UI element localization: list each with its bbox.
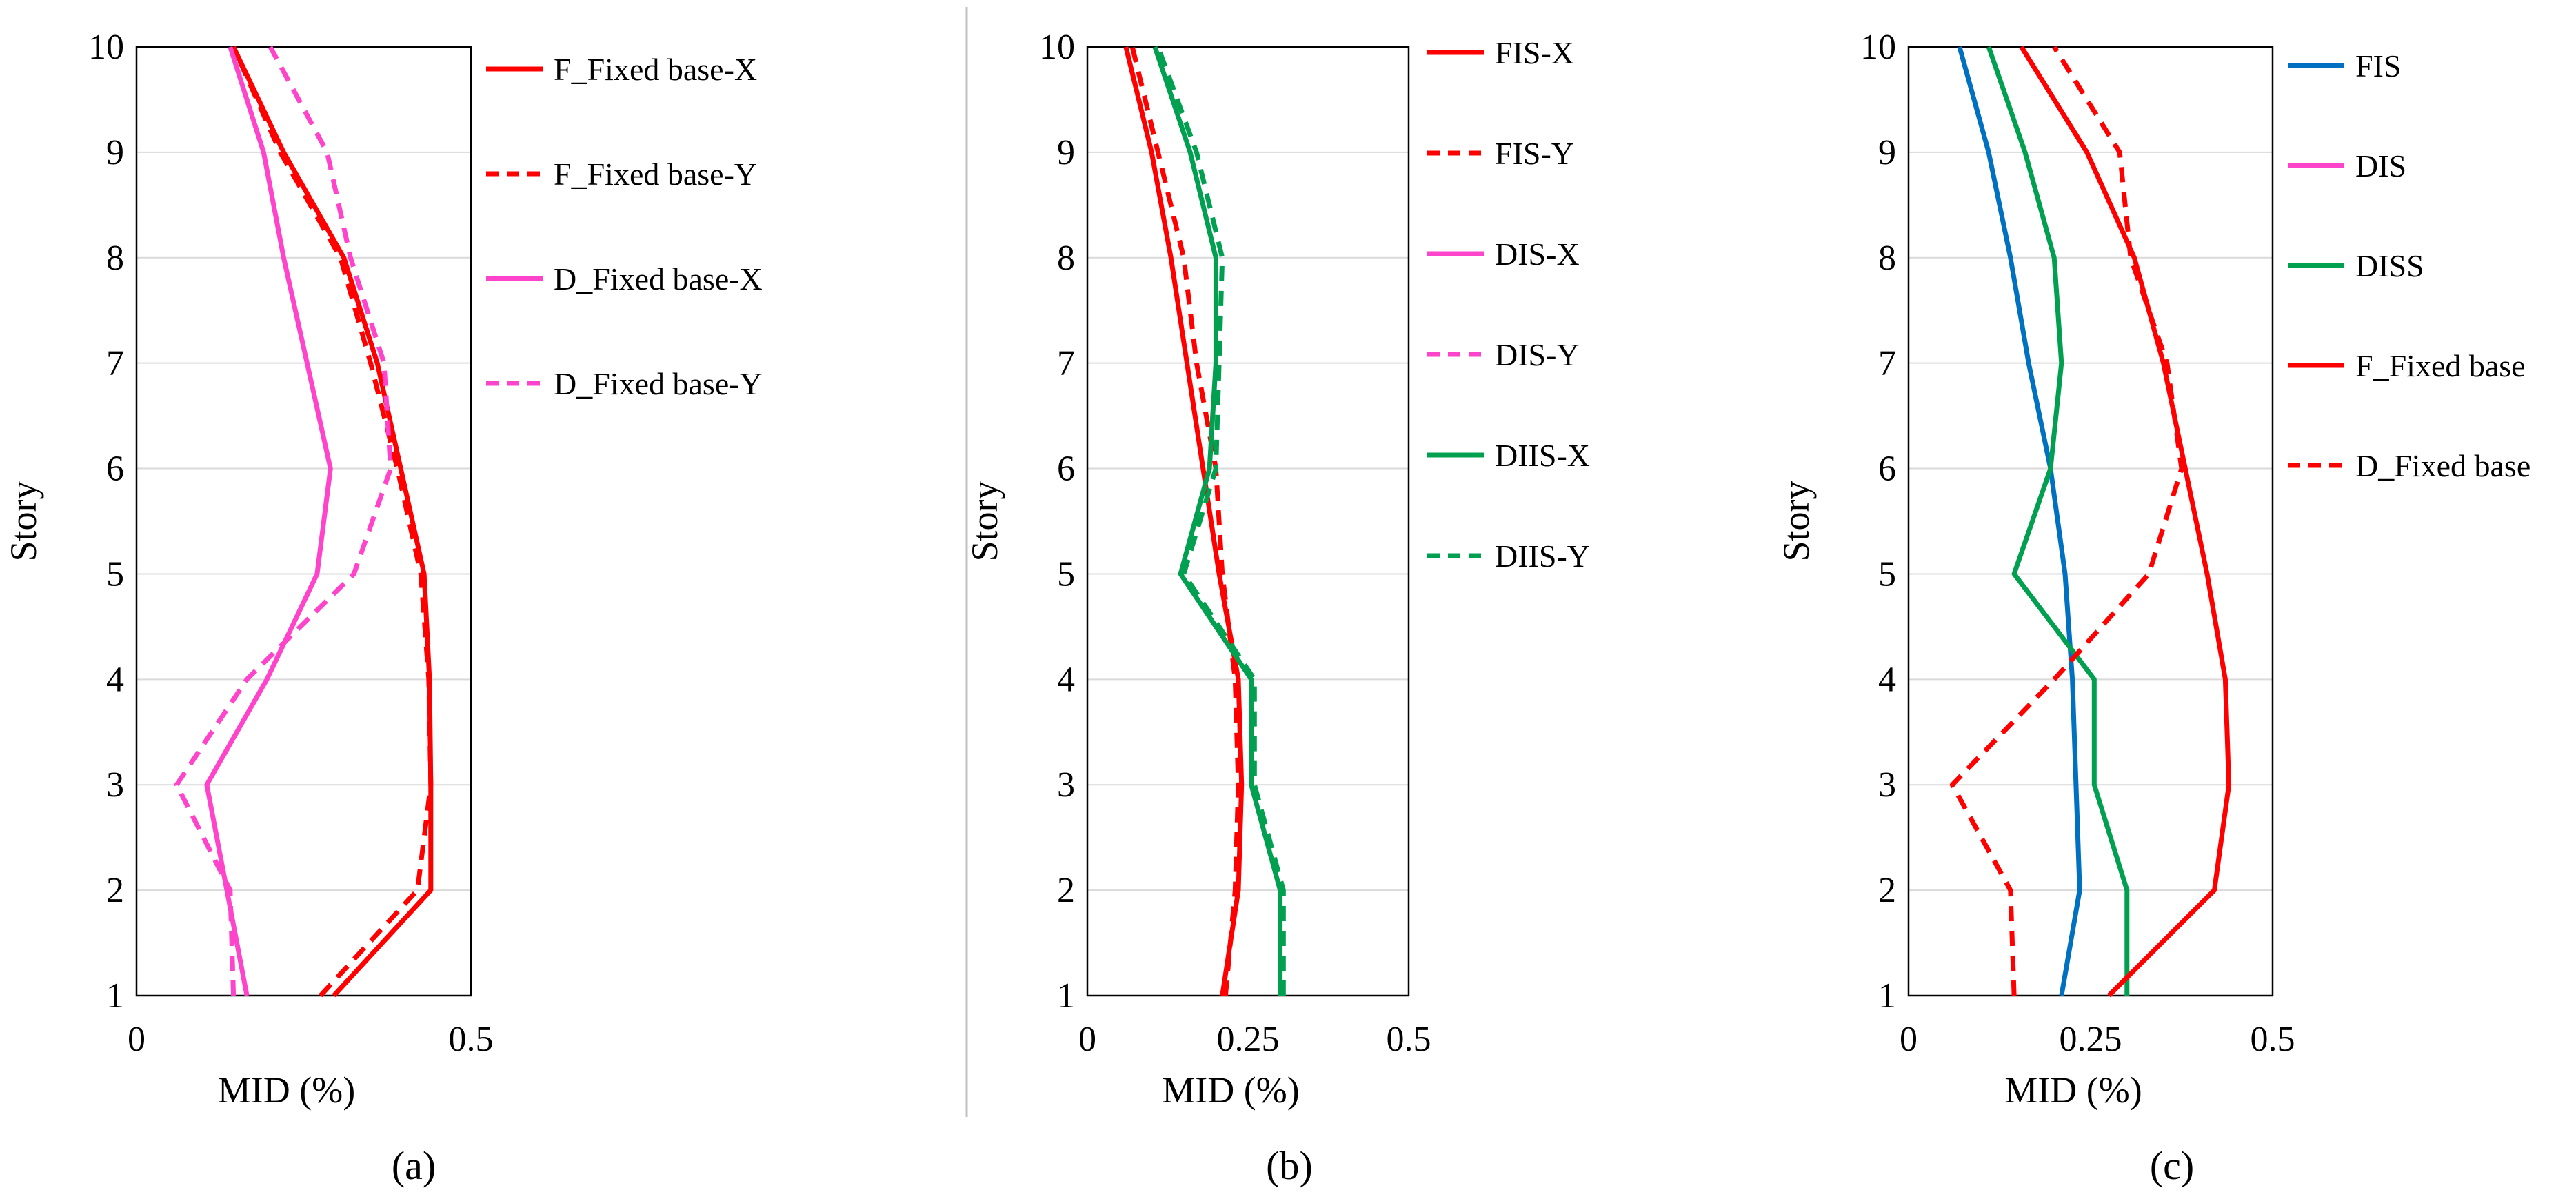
- y-tick-label: 4: [106, 660, 124, 699]
- chart-panel-2: 1 2 3 4 5 6 7 8 9 10 0 0.25 0.5 MID (%) Story (b) FIS-X F…: [964, 28, 1590, 1188]
- chart-panel-3: 1 2 3 4 5 6 7 8 9 10 0 0.25 0.5 MID (%) Story (c) FIS DIS…: [1775, 28, 2530, 1188]
- y-tick-label: 2: [1878, 871, 1896, 910]
- legend-label: DIS-Y: [1495, 337, 1580, 372]
- x-tick-label: 0.5: [449, 1020, 494, 1059]
- legend-label: D_Fixed base-Y: [554, 366, 763, 401]
- x-tick-label: 0: [1078, 1020, 1096, 1059]
- legend-label: DISS: [2355, 248, 2424, 283]
- y-tick-label: 5: [1878, 554, 1896, 594]
- series-line: [231, 46, 434, 998]
- x-axis-title: MID (%): [2004, 1069, 2142, 1111]
- y-tick-label: 5: [1057, 554, 1075, 594]
- x-tick-label: 0.5: [1387, 1020, 1431, 1059]
- y-tick-label: 1: [1057, 976, 1075, 1016]
- x-axis-title: MID (%): [218, 1069, 355, 1111]
- y-tick-label: 7: [1878, 344, 1896, 383]
- x-tick-label: 0.25: [1217, 1020, 1280, 1059]
- legend-label: FIS: [2355, 48, 2401, 83]
- y-tick-label: 3: [1878, 765, 1896, 805]
- plot-frame: [135, 46, 472, 997]
- series-line: [2019, 46, 2232, 998]
- y-tick-label: 8: [1057, 239, 1075, 278]
- y-axis-title: Story: [1775, 481, 1817, 561]
- legend-label: FIS-X: [1495, 35, 1574, 70]
- series-line: [174, 46, 394, 996]
- x-tick-label: 0.25: [2060, 1020, 2122, 1059]
- series-line: [204, 46, 333, 996]
- y-tick-label: 6: [1057, 450, 1075, 489]
- legend-label: DIS: [2355, 148, 2406, 183]
- y-tick-label: 2: [1057, 871, 1075, 910]
- legend-label: DIIS-X: [1495, 438, 1590, 473]
- y-tick-label: 2: [106, 871, 124, 910]
- series-line: [1986, 46, 2130, 996]
- y-tick-label: 8: [106, 239, 124, 278]
- y-tick-label: 6: [1878, 450, 1896, 489]
- y-tick-label: 1: [1878, 976, 1896, 1016]
- y-tick-label: 7: [1057, 344, 1075, 383]
- x-axis-title: MID (%): [1162, 1069, 1299, 1111]
- y-tick-label: 1: [106, 976, 124, 1016]
- y-tick-label: 4: [1057, 660, 1075, 699]
- x-tick-label: 0.5: [2251, 1020, 2295, 1059]
- legend-label: F_Fixed base-X: [554, 52, 757, 87]
- series-line: [231, 46, 434, 998]
- panel-label: (a): [392, 1143, 436, 1188]
- y-tick-label: 10: [1039, 28, 1075, 67]
- y-tick-label: 10: [88, 28, 124, 67]
- chart-panel-1: 1 2 3 4 5 6 7 8 9 10 0 0.5 MID (%) Story (a) F_Fixed ba…: [3, 28, 763, 1188]
- y-tick-label: 6: [106, 450, 124, 489]
- legend-label: D_Fixed base: [2355, 448, 2530, 483]
- series-line: [1152, 46, 1283, 996]
- x-tick-label: 0: [128, 1020, 145, 1059]
- series-line: [1123, 46, 1245, 996]
- y-axis-title: Story: [964, 481, 1005, 561]
- y-tick-label: 3: [106, 765, 124, 805]
- panel-label: (c): [2150, 1143, 2194, 1188]
- plot-frame: [1086, 46, 1410, 997]
- series-line: [1957, 46, 2082, 996]
- x-tick-label: 0: [1900, 1020, 1918, 1059]
- legend-label: F_Fixed base-Y: [554, 157, 757, 192]
- y-tick-label: 10: [1860, 28, 1896, 67]
- plot-frame: [1907, 46, 2274, 997]
- panel-label: (b): [1266, 1143, 1313, 1188]
- legend-label: F_Fixed base: [2355, 348, 2526, 383]
- y-tick-label: 3: [1057, 765, 1075, 805]
- series-line: [1156, 46, 1286, 996]
- y-tick-label: 4: [1878, 660, 1896, 699]
- legend-label: FIS-Y: [1495, 136, 1574, 171]
- y-tick-label: 7: [106, 344, 124, 383]
- series-line: [1129, 46, 1241, 996]
- y-tick-label: 5: [106, 554, 124, 594]
- legend-label: DIS-X: [1495, 236, 1580, 272]
- y-tick-label: 9: [1878, 133, 1896, 172]
- legend-label: D_Fixed base-X: [554, 261, 763, 296]
- y-tick-label: 9: [106, 133, 124, 172]
- y-tick-label: 8: [1878, 239, 1896, 278]
- y-axis-title: Story: [3, 481, 44, 561]
- series-line: [1949, 46, 2184, 996]
- y-tick-label: 9: [1057, 133, 1075, 172]
- legend-label: DIIS-Y: [1495, 538, 1590, 574]
